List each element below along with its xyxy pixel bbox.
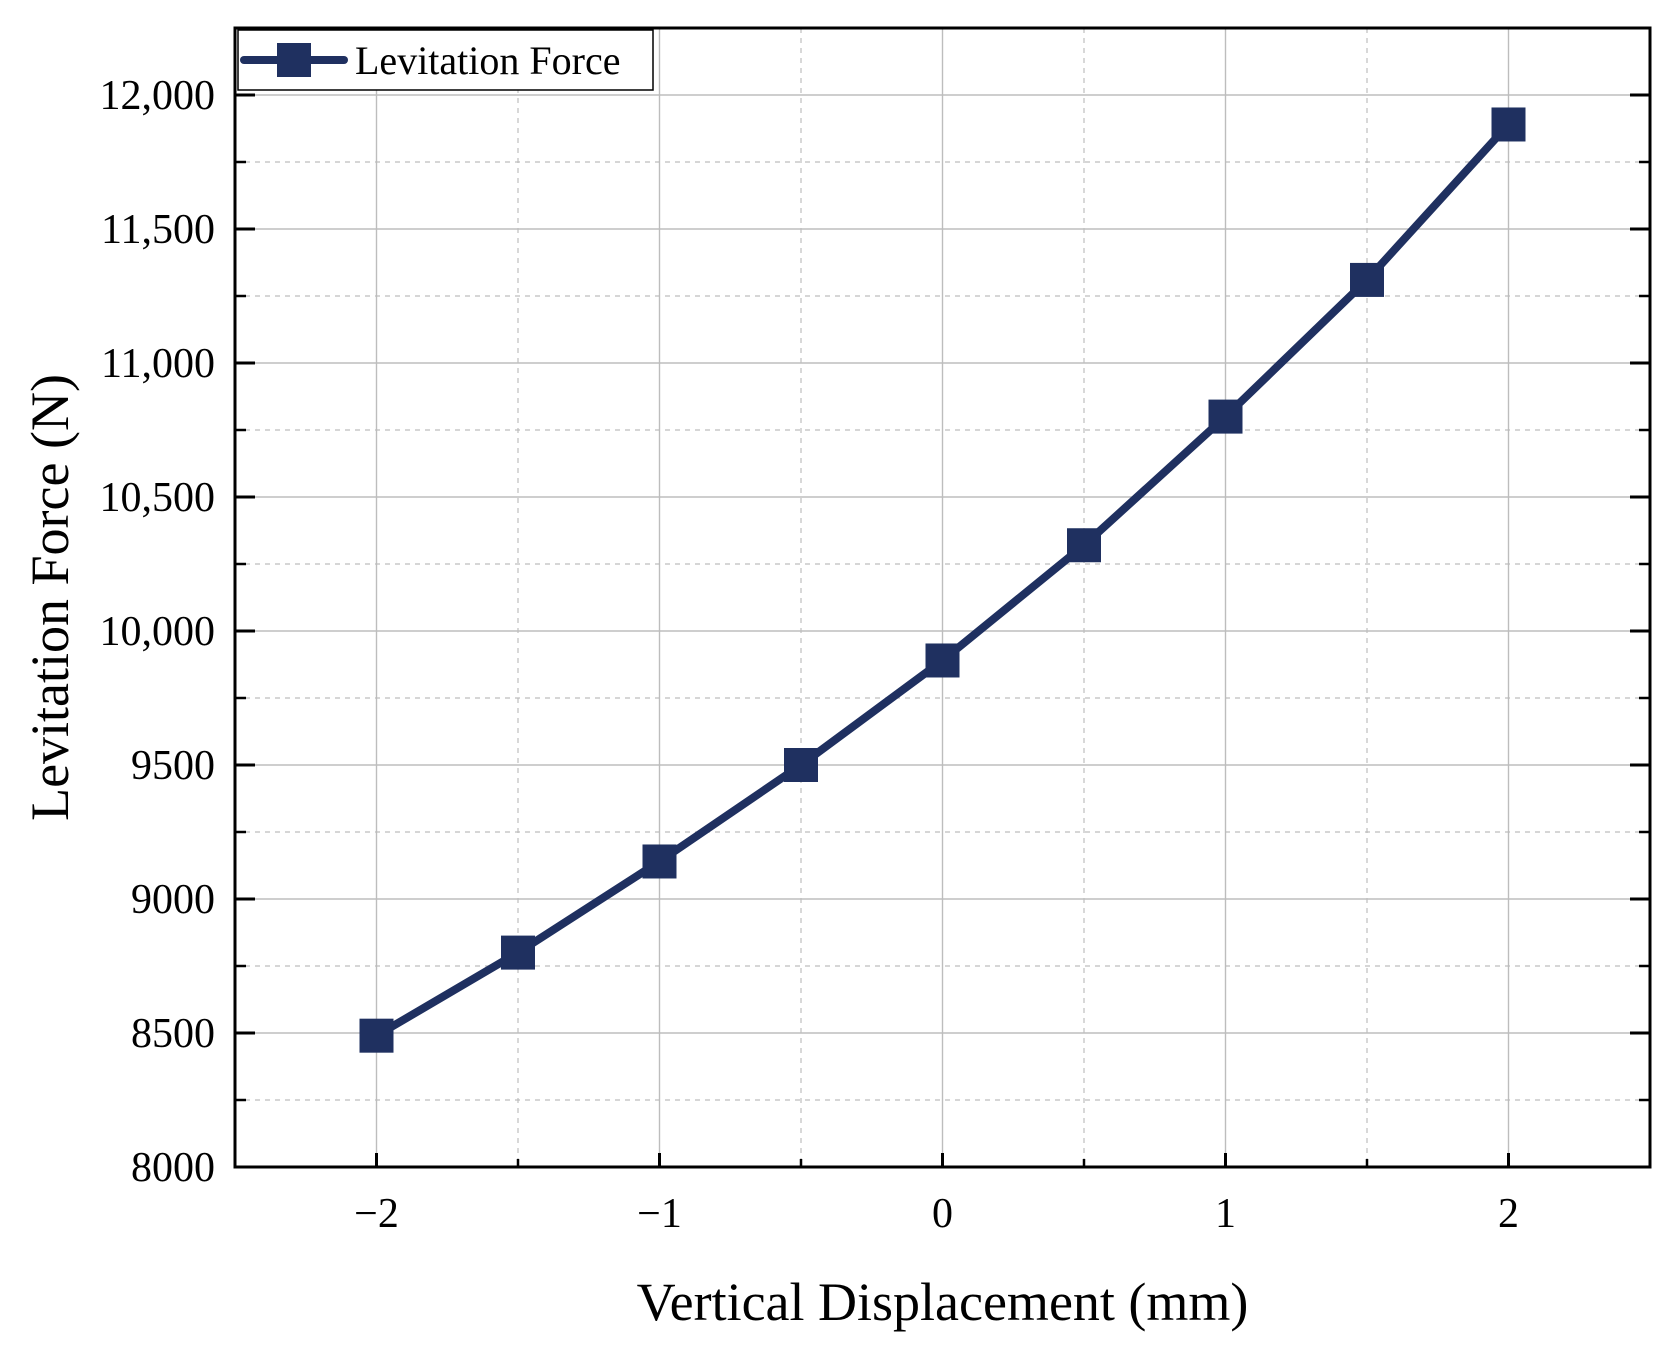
legend: Levitation Force <box>237 29 654 91</box>
data-point-marker <box>642 844 677 879</box>
data-point-marker <box>1350 262 1384 297</box>
x-tick-label: −1 <box>637 1191 682 1237</box>
data-point-marker <box>359 1018 394 1053</box>
legend-label: Levitation Force <box>355 38 620 83</box>
y-tick-label: 9000 <box>131 877 215 923</box>
data-point-marker <box>925 643 960 678</box>
y-tick-label: 12,000 <box>100 73 216 119</box>
y-axis-title: Levitation Force (N) <box>20 374 80 821</box>
x-tick-label: 1 <box>1215 1191 1236 1237</box>
x-tick-label: 2 <box>1498 1191 1519 1237</box>
y-tick-label: 9500 <box>131 743 215 789</box>
data-point-marker <box>784 748 818 782</box>
y-tick-label: 10,500 <box>100 475 216 521</box>
data-point-marker <box>1208 399 1243 434</box>
ticks: −2 −1 0 1 2 8000 8500 9000 9500 10,000 10,500 11,00… <box>100 73 1650 1237</box>
x-tick-label: 0 <box>932 1191 953 1237</box>
y-tick-label: 11,000 <box>101 341 215 387</box>
data-point-marker <box>501 935 535 970</box>
series-layer <box>359 107 1526 1053</box>
data-point-marker <box>1067 528 1101 563</box>
data-point-marker <box>1491 107 1526 142</box>
grid <box>235 28 1650 1167</box>
y-tick-label: 8500 <box>131 1011 215 1057</box>
x-tick-label: −2 <box>354 1191 399 1237</box>
y-tick-label: 11,500 <box>101 207 215 253</box>
y-tick-label: 8000 <box>131 1145 215 1191</box>
y-tick-label: 10,000 <box>100 609 216 655</box>
x-axis-title: Vertical Displacement (mm) <box>637 1272 1249 1332</box>
legend-square-marker-icon <box>277 43 311 77</box>
